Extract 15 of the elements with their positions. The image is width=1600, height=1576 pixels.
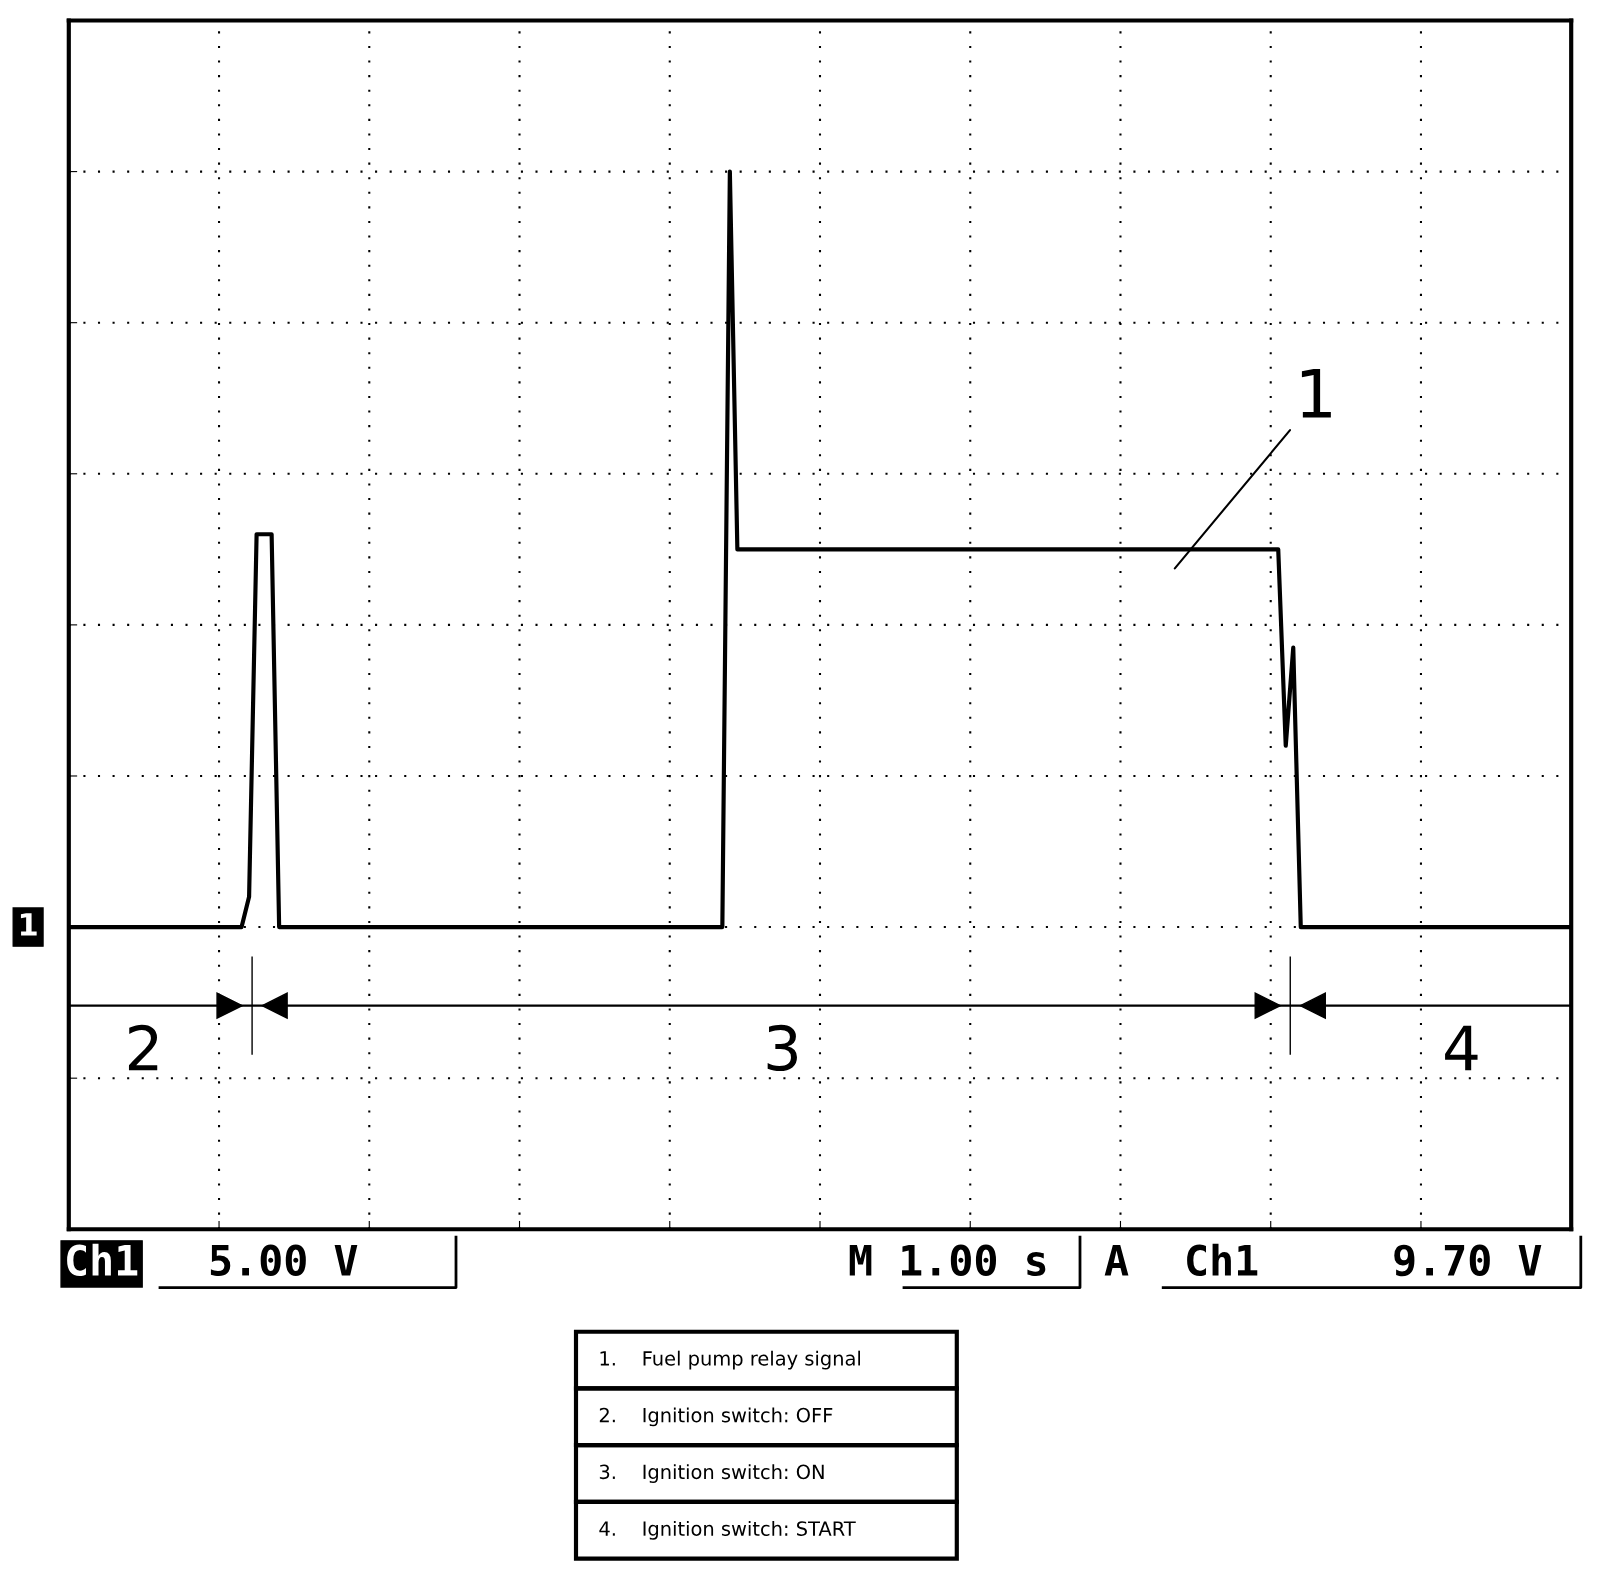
text: A xyxy=(1104,1245,1129,1276)
text: 1 xyxy=(20,913,37,936)
text: 2 xyxy=(128,1024,158,1071)
text: Ch1 xyxy=(67,1243,138,1277)
text: 4. Ignition switch: START xyxy=(599,1520,856,1540)
text: 3 xyxy=(767,1024,797,1072)
text: 5.00 V xyxy=(210,1244,358,1277)
text: 3. Ignition switch: ON xyxy=(599,1464,824,1483)
text: 4 xyxy=(1445,1025,1478,1071)
text: 9.70 V xyxy=(1394,1244,1542,1277)
text: 2. Ignition switch: OFF xyxy=(599,1407,833,1427)
text: Ch1 xyxy=(1187,1243,1258,1277)
annotation: 1 xyxy=(1301,369,1331,418)
text: M 1.00 s xyxy=(849,1244,1046,1277)
text: 1. Fuel pump relay signal xyxy=(600,1350,861,1370)
